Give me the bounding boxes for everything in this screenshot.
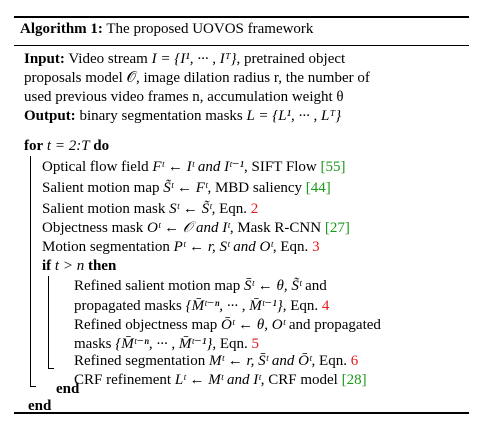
step-tail: , Mask R-CNN	[229, 220, 325, 236]
step-motion-segmentation: Motion segmentation Pᵗ ← r, Sᵗ and Oᵗ, E…	[42, 238, 320, 256]
if-step-tail: and	[301, 278, 327, 294]
if-step-math: Lᵗ ← Mᵗ and Iᵗ	[174, 372, 261, 388]
step-equation-ref[interactable]: 3	[312, 239, 320, 255]
input-keyword: Input:	[24, 51, 65, 67]
step-tail: , Eqn.	[211, 201, 251, 217]
step-salient-motion-mask: Salient motion mask Sᵗ ← S̃ᵗ, Eqn. 2	[42, 200, 258, 218]
top-rule	[14, 16, 469, 18]
step-equation-ref[interactable]: 2	[250, 201, 259, 217]
if-step-math: {M̄ᵗ⁻ⁿ, ··· , M̄ᵗ⁻¹}	[185, 298, 283, 314]
for-block-foot	[30, 386, 36, 387]
algorithm-name: The proposed UOVOS framework	[106, 21, 314, 37]
algorithm-box: Algorithm 1: The proposed UOVOS framewor…	[14, 6, 469, 424]
algorithm-label: Algorithm 1:	[20, 21, 103, 37]
if-keyword: if	[42, 258, 52, 274]
if-step-citation[interactable]: [28]	[341, 372, 367, 388]
if-refined-salient-line-2: propagated masks {M̄ᵗ⁻ⁿ, ··· , M̄ᵗ⁻¹}, E…	[74, 297, 329, 315]
step-math: S̃ᵗ ← Fᵗ	[163, 180, 208, 196]
step-objectness-mask: Objectness mask Oᵗ ← 𝒪 and Iᵗ, Mask R-CN…	[42, 219, 350, 237]
step-salient-motion-map: Salient motion map S̃ᵗ ← Fᵗ, MBD salienc…	[42, 179, 331, 197]
if-step-text: Refined salient motion map	[74, 278, 244, 294]
if-step-text: CRF refinement	[74, 372, 175, 388]
if-step-text: masks	[74, 336, 116, 352]
if-step-tail: , Eqn.	[282, 298, 322, 314]
step-text: Salient motion map	[42, 180, 164, 196]
step-citation[interactable]: [55]	[320, 159, 346, 175]
if-step-math: S̄ᵗ ← θ, S̃ᵗ	[243, 278, 302, 294]
if-step-math: Mᵗ ← r, S̄ᵗ and Ōᵗ	[208, 353, 312, 369]
if-refined-salient-line-1: Refined salient motion map S̄ᵗ ← θ, S̃ᵗ …	[74, 277, 327, 295]
if-refined-objectness-line-1: Refined objectness map Ōᵗ ← θ, Oᵗ and pr…	[74, 316, 381, 334]
input-text-1-tail: , pretrained object	[236, 51, 346, 67]
step-text: Objectness mask	[42, 220, 147, 236]
step-math: Sᵗ ← S̃ᵗ	[169, 201, 212, 217]
for-keyword: for	[24, 138, 44, 154]
output-text: binary segmentation masks	[79, 108, 243, 124]
step-text: Optical flow field	[42, 159, 153, 175]
if-block-foot	[48, 368, 54, 369]
step-optical-flow: Optical flow field Fᵗ ← Iᵗ and Iᵗ⁻¹, SIF…	[42, 158, 345, 176]
algorithm-title: Algorithm 1: The proposed UOVOS framewor…	[20, 21, 313, 38]
for-block-bar	[30, 156, 31, 386]
end-for-keyword: end	[28, 398, 52, 414]
step-text: Motion segmentation	[42, 239, 174, 255]
input-line-1: Input: Video stream I = {I¹, ··· , Iᵀ}, …	[24, 50, 345, 68]
step-text: Salient motion mask	[42, 201, 170, 217]
if-step-equation-ref[interactable]: 4	[321, 298, 330, 314]
step-math: Fᵗ ← Iᵗ and Iᵗ⁻¹	[152, 159, 245, 175]
step-citation[interactable]: [27]	[324, 220, 350, 236]
if-step-tail: and propagated	[285, 317, 381, 333]
input-line-2: proposals model 𝒪, image dilation radius…	[24, 70, 370, 86]
if-crf-refinement-line: CRF refinement Lᵗ ← Mᵗ and Iᵗ, CRF model…	[74, 371, 367, 389]
if-step-tail: , Eqn.	[311, 353, 351, 369]
if-line: if t > n then	[42, 257, 116, 275]
if-step-text: Refined objectness map	[74, 317, 222, 333]
step-math: Oᵗ ← 𝒪 and Iᵗ	[146, 220, 230, 236]
if-step-math: Ōᵗ ← θ, Oᵗ	[221, 317, 286, 333]
if-step-text: propagated masks	[74, 298, 186, 314]
input-text-1: Video stream	[68, 51, 148, 67]
if-refined-objectness-line-2: masks {M̄ᵗ⁻ⁿ, ··· , M̄ᵗ⁻¹}, Eqn. 5	[74, 335, 259, 353]
if-condition: t > n	[54, 258, 85, 274]
step-tail: , Eqn.	[272, 239, 313, 255]
for-expression: t = 2:T	[46, 138, 90, 154]
if-block-bar	[48, 276, 49, 368]
if-step-text: Refined segmentation	[74, 353, 209, 369]
if-step-math: {M̄ᵗ⁻ⁿ, ··· , M̄ᵗ⁻¹}	[115, 336, 213, 352]
step-tail: , MBD saliency	[207, 180, 306, 196]
if-step-tail: , Eqn.	[212, 336, 252, 352]
output-line: Output: binary segmentation masks L = {L…	[24, 107, 341, 125]
output-keyword: Output:	[24, 108, 76, 124]
end-if-keyword: end	[56, 381, 80, 397]
title-rule	[14, 45, 469, 46]
for-line: for t = 2:T do	[24, 137, 109, 155]
then-keyword: then	[87, 258, 117, 274]
bottom-rule	[14, 412, 469, 414]
step-tail: , SIFT Flow	[244, 159, 321, 175]
if-step-tail: , CRF model	[260, 372, 342, 388]
do-keyword: do	[93, 138, 110, 154]
step-math: Pᵗ ← r, Sᵗ and Oᵗ	[173, 239, 273, 255]
input-line-3: used previous video frames n, accumulati…	[24, 89, 344, 105]
if-refined-segmentation-line: Refined segmentation Mᵗ ← r, S̄ᵗ and Ōᵗ,…	[74, 352, 358, 370]
if-step-equation-ref[interactable]: 5	[251, 336, 260, 352]
output-math: L = {L¹, ··· , Lᵀ}	[246, 108, 342, 124]
step-citation[interactable]: [44]	[305, 180, 331, 196]
input-math-1: I = {I¹, ··· , Iᵀ}	[151, 51, 237, 67]
if-step-equation-ref[interactable]: 6	[350, 353, 359, 369]
